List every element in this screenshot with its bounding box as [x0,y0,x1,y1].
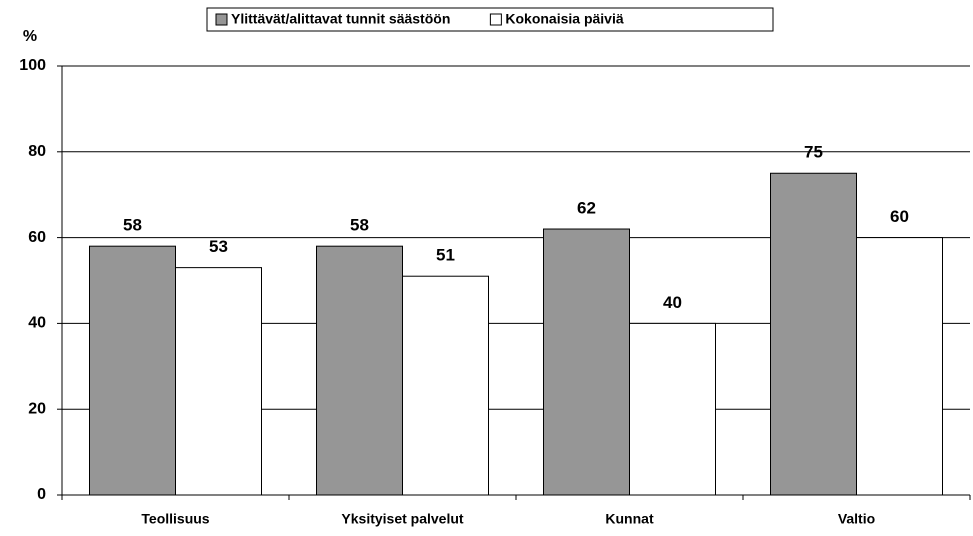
y-tick-label: 40 [28,315,46,332]
bar [629,322,716,496]
data-label: 62 [577,199,596,218]
data-label: 53 [209,237,228,256]
x-tick-label: Teollisuus [141,511,209,527]
bar [543,228,630,496]
legend-swatch [215,13,228,26]
y-tick-label: 60 [28,229,46,246]
data-label: 58 [350,216,369,235]
legend-label: Kokonaisia päiviä [505,11,623,27]
bar [856,237,943,496]
bar [402,275,489,496]
y-tick-label: 0 [37,486,46,503]
y-tick-label: 20 [28,400,46,417]
data-label: 60 [890,207,909,226]
data-label: 40 [663,293,682,312]
y-tick-label: 100 [19,57,46,74]
bar [175,267,262,496]
x-tick-label: Kunnat [605,511,654,527]
data-label: 58 [123,216,142,235]
y-tick-label: 80 [28,143,46,160]
data-label: 75 [804,143,823,162]
legend-swatch [489,13,502,26]
bar [89,245,176,496]
x-tick-label: Valtio [838,511,875,527]
x-tick-label: Yksityiset palvelut [341,511,464,527]
bar [316,245,403,496]
data-label: 51 [436,246,455,265]
legend-label: Ylittävät/alittavat tunnit säästöön [231,11,450,27]
y-axis-label: % [23,28,37,45]
bar [770,172,857,496]
